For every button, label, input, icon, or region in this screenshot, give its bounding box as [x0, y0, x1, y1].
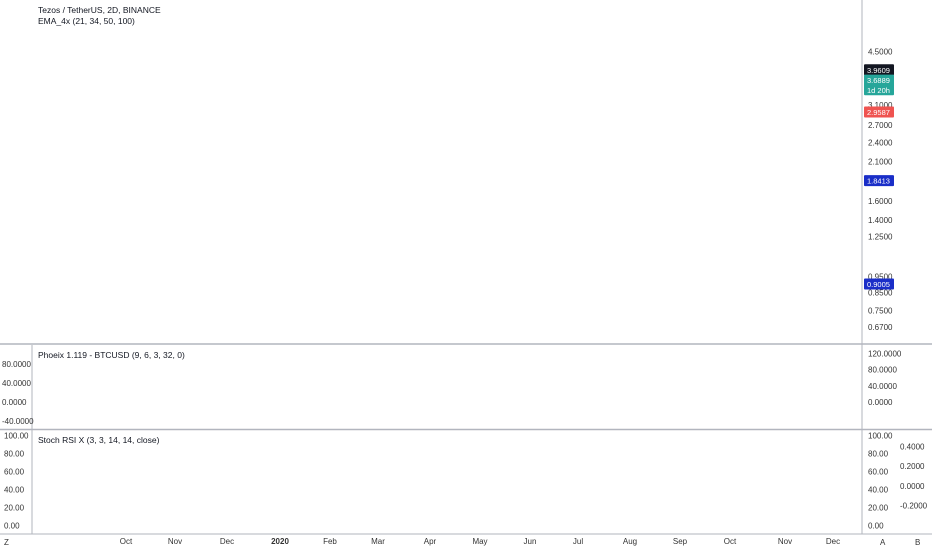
time-tick-label: Jul — [573, 537, 583, 546]
stoch-right-tick: 0.00 — [868, 522, 884, 531]
time-tick-label: Apr — [424, 537, 437, 546]
price-tick-label: 1.4000 — [868, 216, 893, 225]
stoch-right2-tick: 0.2000 — [900, 462, 925, 471]
stoch-right-tick: 40.00 — [868, 486, 889, 495]
stoch-right2-tick: 0.4000 — [900, 442, 925, 451]
footer-left-icon: Z — [4, 538, 9, 547]
price-label-text: 3.9609 — [867, 66, 890, 75]
price-label-box — [864, 64, 894, 76]
time-tick-label: 2020 — [271, 537, 289, 546]
price-label-text: 0.9005 — [867, 280, 890, 289]
time-tick-label: Jun — [524, 537, 537, 546]
stoch-left-tick: 40.00 — [4, 486, 25, 495]
stoch-right2-tick: -0.2000 — [900, 502, 928, 511]
price-tick-label: 2.7000 — [868, 121, 893, 130]
price-label-text: 1d 20h — [867, 86, 890, 95]
price-tick-label: 0.8500 — [868, 288, 893, 297]
osc-right-tick: 80.0000 — [868, 366, 897, 375]
stoch-left-tick: 60.00 — [4, 468, 25, 477]
price-label-text: 3.6889 — [867, 76, 890, 85]
time-tick-label: Sep — [673, 537, 688, 546]
stoch-legend: Stoch RSI X (3, 3, 14, 14, close) — [38, 435, 160, 445]
time-tick-label: Mar — [371, 537, 385, 546]
time-tick-label: May — [472, 537, 487, 546]
stoch-right2-tick: 0.0000 — [900, 482, 925, 491]
price-tick-label: 0.7500 — [868, 306, 893, 315]
price-tick-label: 2.4000 — [868, 138, 893, 147]
price-tick-label: 3.1000 — [868, 101, 893, 110]
ema-legend: EMA_4x (21, 34, 50, 100) — [38, 16, 135, 26]
osc-right-tick: 0.0000 — [868, 398, 893, 407]
price-tick-label: 0.6700 — [868, 323, 893, 332]
stoch-right-tick: 60.00 — [868, 468, 889, 477]
phoeix-legend: Phoeix 1.119 - BTCUSD (9, 6, 3, 32, 0) — [38, 350, 185, 360]
time-tick-label: Oct — [724, 537, 737, 546]
osc-right-tick: 120.0000 — [868, 350, 902, 359]
price-tick-label: 0.9500 — [868, 272, 893, 281]
price-label-box — [864, 278, 894, 290]
price-label-text: 2.9587 — [867, 108, 890, 117]
time-tick-label: Feb — [323, 537, 337, 546]
time-tick-label: Oct — [120, 537, 133, 546]
stoch-left-tick: 100.00 — [4, 432, 29, 441]
time-tick-label: Nov — [168, 537, 182, 546]
price-label-box — [864, 74, 894, 86]
osc-right-tick: 40.0000 — [868, 382, 897, 391]
footer-letter-b: B — [915, 538, 920, 547]
time-tick-label: Dec — [220, 537, 234, 546]
osc-left-tick: 40.0000 — [2, 379, 31, 388]
price-tick-label: 1.2500 — [868, 233, 893, 242]
price-tick-label: 1.6000 — [868, 197, 893, 206]
osc-left-tick: 0.0000 — [2, 398, 27, 407]
price-label-box — [864, 84, 894, 96]
stoch-left-tick: 80.00 — [4, 450, 25, 459]
stoch-right-tick: 80.00 — [868, 450, 889, 459]
price-tick-label: 4.5000 — [868, 47, 893, 56]
price-label-box — [864, 175, 894, 187]
stoch-left-tick: 0.00 — [4, 522, 20, 531]
time-tick-label: Dec — [826, 537, 840, 546]
time-tick-label: Nov — [778, 537, 792, 546]
price-label-box — [864, 106, 894, 118]
time-tick-label: Aug — [623, 537, 637, 546]
stoch-right-tick: 20.00 — [868, 504, 889, 513]
osc-left-tick: -40.0000 — [2, 417, 34, 426]
symbol-title: Tezos / TetherUS, 2D, BINANCE — [38, 5, 161, 15]
osc-left-tick: 80.0000 — [2, 360, 31, 369]
price-label-text: 1.8413 — [867, 177, 890, 186]
price-tick-label: 2.1000 — [868, 158, 893, 167]
stoch-left-tick: 20.00 — [4, 504, 25, 513]
footer-letter-a: A — [880, 538, 886, 547]
stoch-right-tick: 100.00 — [868, 432, 893, 441]
